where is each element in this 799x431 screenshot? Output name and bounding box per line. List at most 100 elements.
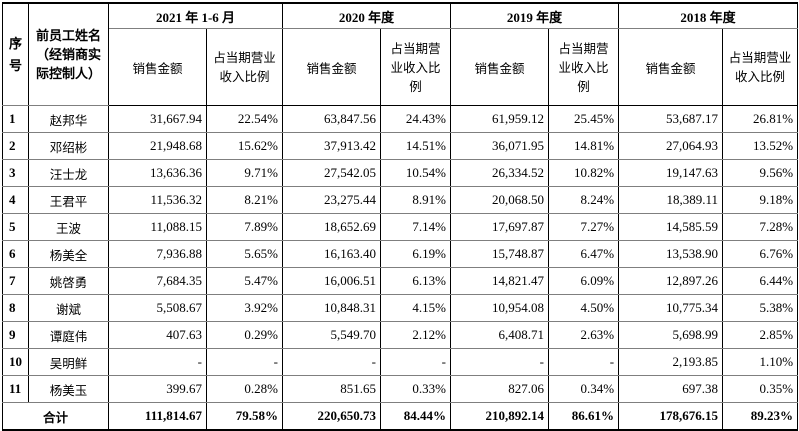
row-seq: 7 [2, 267, 29, 295]
cell-ratio-2019: 14.81% [548, 132, 620, 160]
cell-sales-2020: 23,275.44 [282, 186, 381, 214]
header-period-2019: 2019 年度 [450, 2, 620, 29]
total-sales-2021h1: 111,814.67 [108, 402, 207, 431]
row-seq: 3 [2, 159, 29, 187]
cell-sales-2019: 14,821.47 [450, 267, 550, 295]
row-name: 汪士龙 [28, 159, 109, 187]
row-seq: 4 [2, 186, 29, 214]
row-seq: 2 [2, 132, 29, 160]
cell-sales-2019: - [450, 348, 550, 376]
cell-ratio-2020: 7.14% [379, 213, 452, 241]
cell-sales-2018: 14,585.59 [618, 213, 724, 241]
row-seq: 9 [2, 321, 29, 349]
cell-ratio-2019: 6.47% [548, 240, 620, 268]
header-period-2021h1: 2021 年 1-6 月 [108, 2, 283, 29]
cell-sales-2019: 10,954.08 [450, 294, 550, 322]
table-row: 5 王波 11,088.15 7.89% 18,652.69 7.14% 17,697.87… [2, 213, 799, 241]
cell-sales-2020: 16,006.51 [282, 267, 381, 295]
cell-ratio-2021h1: 0.29% [206, 321, 283, 349]
cell-sales-2019: 26,334.52 [450, 159, 550, 187]
row-seq: 6 [2, 240, 29, 268]
cell-ratio-2019: 2.63% [548, 321, 620, 349]
row-seq: 11 [2, 375, 29, 403]
cell-ratio-2021h1: 22.54% [206, 105, 283, 133]
table-row: 7 姚啓勇 7,684.35 5.47% 16,006.51 6.13% 14,821.47… [2, 267, 799, 295]
row-name: 谭庭伟 [28, 321, 109, 349]
table-row: 11 杨美玉 399.67 0.28% 851.65 0.33% 827.06 0.34% 69… [2, 375, 799, 403]
table-row: 8 谢斌 5,508.67 3.92% 10,848.31 4.15% 10,954.08 4… [2, 294, 799, 322]
total-sales-2018: 178,676.15 [618, 402, 724, 431]
cell-sales-2020: 16,163.40 [282, 240, 381, 268]
header-revenue-ratio: 占当期营业收入比例 [379, 28, 452, 106]
cell-sales-2021h1: 13,636.36 [108, 159, 207, 187]
header-sales-amount: 销售金额 [108, 28, 207, 106]
total-label: 合计 [2, 402, 109, 431]
cell-sales-2020: 27,542.05 [282, 159, 381, 187]
cell-sales-2018: 18,389.11 [618, 186, 724, 214]
cell-sales-2021h1: 5,508.67 [108, 294, 207, 322]
row-seq: 8 [2, 294, 29, 322]
cell-sales-2018: 2,193.85 [618, 348, 724, 376]
cell-ratio-2021h1: - [206, 348, 283, 376]
cell-sales-2018: 10,775.34 [618, 294, 724, 322]
total-ratio-2021h1: 79.58% [206, 402, 283, 431]
cell-ratio-2018: 0.35% [722, 375, 799, 403]
row-name: 吴明鲜 [28, 348, 109, 376]
cell-ratio-2021h1: 3.92% [206, 294, 283, 322]
cell-ratio-2019: - [548, 348, 620, 376]
cell-ratio-2021h1: 7.89% [206, 213, 283, 241]
row-seq: 5 [2, 213, 29, 241]
header-revenue-ratio: 占当期营业收入比例 [548, 28, 620, 106]
header-name: 前员工姓名（经销商实际控制人） [28, 2, 109, 106]
cell-ratio-2018: 1.10% [722, 348, 799, 376]
header-row-periods: 序号 前员工姓名（经销商实际控制人） 2021 年 1-6 月 2020 年度 … [2, 2, 799, 106]
cell-ratio-2018: 9.18% [722, 186, 799, 214]
cell-sales-2021h1: 31,667.94 [108, 105, 207, 133]
row-seq: 10 [2, 348, 29, 376]
cell-ratio-2019: 6.09% [548, 267, 620, 295]
header-revenue-ratio: 占当期营业收入比例 [206, 28, 283, 106]
cell-ratio-2018: 2.85% [722, 321, 799, 349]
cell-sales-2020: - [282, 348, 381, 376]
cell-ratio-2018: 6.44% [722, 267, 799, 295]
cell-ratio-2021h1: 9.71% [206, 159, 283, 187]
cell-sales-2019: 17,697.87 [450, 213, 550, 241]
cell-sales-2020: 37,913.42 [282, 132, 381, 160]
row-seq: 1 [2, 105, 29, 133]
cell-ratio-2019: 4.50% [548, 294, 620, 322]
cell-ratio-2021h1: 5.47% [206, 267, 283, 295]
total-row: 合计 111,814.67 79.58% 220,650.73 84.44% 2… [2, 402, 799, 431]
header-row-metrics: 销售金额 占当期营业收入比例 销售金额 占当期营业收入比例 销售金额 占当期营业… [3, 28, 799, 106]
row-name: 赵邦华 [28, 105, 109, 133]
cell-ratio-2020: 0.33% [379, 375, 452, 403]
cell-sales-2018: 13,538.90 [618, 240, 724, 268]
header-seq: 序号 [2, 2, 29, 106]
cell-sales-2021h1: 11,088.15 [108, 213, 207, 241]
cell-ratio-2018: 7.28% [722, 213, 799, 241]
header-period-2018: 2018 年度 [618, 2, 799, 29]
cell-ratio-2019: 10.82% [548, 159, 620, 187]
header-period-2020: 2020 年度 [281, 2, 452, 29]
row-name: 邓绍彬 [28, 132, 109, 160]
table-row: 2 邓绍彬 21,948.68 15.62% 37,913.42 14.51% 36,071… [2, 132, 799, 160]
table-row: 4 王君平 11,536.32 8.21% 23,275.44 8.91% 20,068.5… [2, 186, 799, 214]
cell-ratio-2018: 6.76% [722, 240, 799, 268]
cell-sales-2020: 851.65 [282, 375, 381, 403]
cell-ratio-2021h1: 8.21% [206, 186, 283, 214]
header-sales-amount: 销售金额 [282, 28, 381, 106]
table-row: 1 赵邦华 31,667.94 22.54% 63,847.56 24.43% 61,959… [2, 105, 799, 133]
cell-ratio-2021h1: 15.62% [206, 132, 283, 160]
row-name: 王君平 [28, 186, 109, 214]
cell-ratio-2018: 13.52% [722, 132, 799, 160]
cell-ratio-2019: 0.34% [548, 375, 620, 403]
table-row: 6 杨美全 7,936.88 5.65% 16,163.40 6.19% 15,748.87… [2, 240, 799, 268]
cell-sales-2021h1: 21,948.68 [108, 132, 207, 160]
cell-ratio-2020: 2.12% [379, 321, 452, 349]
total-ratio-2020: 84.44% [379, 402, 452, 431]
cell-sales-2019: 6,408.71 [450, 321, 550, 349]
cell-ratio-2020: 6.13% [379, 267, 452, 295]
cell-sales-2020: 5,549.70 [282, 321, 381, 349]
table-body: 1 赵邦华 31,667.94 22.54% 63,847.56 24.43% 61,959… [2, 105, 799, 403]
cell-sales-2018: 27,064.93 [618, 132, 724, 160]
